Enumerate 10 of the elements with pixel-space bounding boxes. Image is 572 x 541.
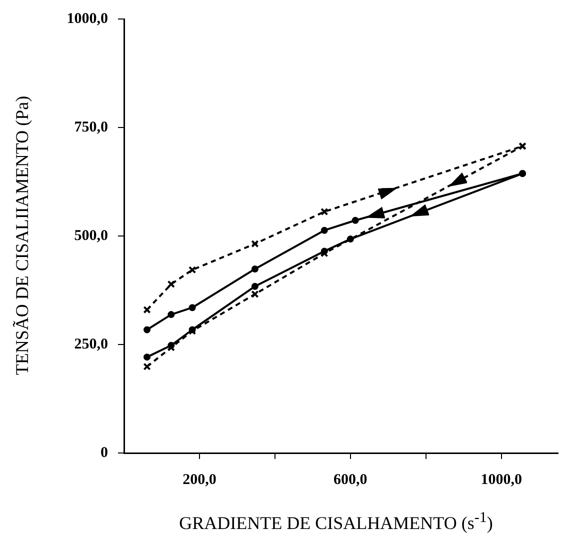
x-tick-label: 1000,0 [480,472,522,488]
x-tick-label: 200,0 [182,472,216,488]
y-tick-label: 1000,0 [66,10,108,27]
y-axis-title: TENSÃO DE CISALIIAMENTO (Pa) [12,95,34,375]
y-tick-label: 0 [100,444,108,461]
x-axis-title: GRADIENTE DE CISALHAMENTO (s$^{-1}$) [178,510,494,534]
y-tick-label: 500,0 [74,228,108,244]
y-tick-label: 250,0 [74,336,108,352]
y-tick-label: 750,0 [74,119,108,136]
x-tick-label: 600,0 [334,472,368,488]
